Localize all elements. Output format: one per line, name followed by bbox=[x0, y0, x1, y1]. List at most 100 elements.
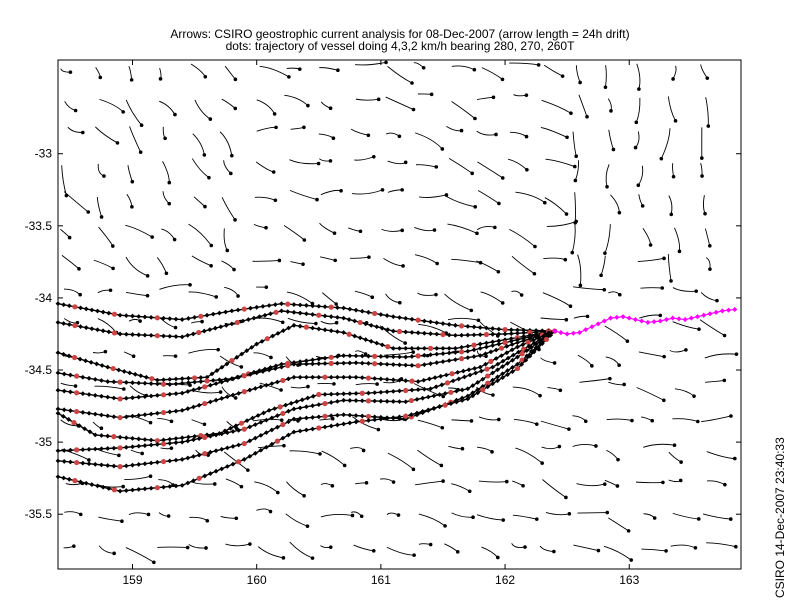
current-arrow bbox=[385, 132, 400, 137]
trajectory-point bbox=[167, 316, 173, 322]
current-arrow bbox=[604, 479, 618, 487]
y-tick-label: -34.5 bbox=[25, 363, 53, 377]
trajectory-point bbox=[434, 345, 440, 351]
trajectory-point bbox=[460, 368, 466, 374]
current-arrow-head bbox=[280, 320, 285, 325]
y-tick-label: -34 bbox=[35, 291, 53, 305]
current-arrow bbox=[477, 446, 493, 453]
current-arrow bbox=[290, 126, 305, 130]
trajectory-day-marker bbox=[160, 458, 167, 465]
trajectory-point bbox=[341, 330, 347, 335]
current-arrow-head bbox=[697, 327, 701, 331]
trajectory-point bbox=[269, 381, 275, 387]
trajectory-point bbox=[279, 361, 284, 367]
trajectory-point bbox=[136, 314, 142, 319]
current-arrow bbox=[540, 126, 568, 138]
current-arrow bbox=[60, 382, 76, 387]
current-arrow-head bbox=[336, 68, 340, 73]
trajectory-point bbox=[204, 312, 210, 318]
trajectory-point bbox=[372, 390, 378, 396]
current-arrow bbox=[543, 257, 566, 261]
current-arrow bbox=[385, 96, 414, 110]
current-arrow bbox=[67, 126, 83, 133]
trajectory-point bbox=[316, 374, 322, 380]
trajectory-point bbox=[341, 315, 347, 321]
current-arrow bbox=[387, 160, 406, 165]
current-arrow-head bbox=[86, 210, 91, 214]
trajectory-point bbox=[303, 374, 309, 380]
trajectory-point bbox=[446, 322, 452, 327]
trajectory-point bbox=[88, 359, 94, 365]
current-arrow bbox=[643, 443, 675, 448]
trajectory-point bbox=[484, 340, 489, 346]
current-arrow bbox=[540, 317, 567, 321]
current-arrow-head bbox=[68, 70, 73, 74]
current-arrow bbox=[221, 260, 235, 270]
trajectory-point bbox=[310, 426, 315, 432]
current-arrow-head bbox=[364, 481, 369, 485]
current-arrow bbox=[706, 480, 726, 486]
current-arrow bbox=[700, 64, 708, 79]
current-arrow-head bbox=[214, 295, 219, 299]
current-arrow bbox=[286, 481, 305, 497]
trajectory-point bbox=[198, 379, 204, 384]
current-arrow bbox=[704, 353, 737, 359]
trajectory-point bbox=[185, 316, 191, 321]
current-arrow bbox=[161, 228, 175, 240]
current-arrow-head bbox=[733, 456, 737, 461]
trajectory-point bbox=[384, 313, 390, 318]
current-arrow bbox=[128, 65, 133, 80]
trajectory-point bbox=[130, 435, 135, 441]
current-arrow bbox=[188, 544, 207, 549]
trajectory-point bbox=[440, 359, 446, 365]
trajectory-day-marker bbox=[234, 319, 240, 326]
current-arrow bbox=[289, 159, 319, 165]
trajectory-day-marker bbox=[236, 459, 242, 465]
current-arrow-head bbox=[435, 261, 439, 266]
trajectory-point bbox=[179, 380, 185, 386]
trajectory-point bbox=[173, 440, 179, 446]
current-arrow bbox=[254, 196, 276, 201]
current-arrow bbox=[573, 286, 605, 291]
trajectory-point bbox=[167, 382, 173, 387]
current-arrow-head bbox=[673, 119, 678, 123]
trajectory-point bbox=[409, 345, 415, 351]
trajectory-day-marker bbox=[409, 378, 415, 384]
current-arrow bbox=[283, 225, 305, 241]
trajectory-point bbox=[403, 345, 409, 351]
trajectory-point bbox=[117, 331, 123, 337]
trajectory-point bbox=[106, 486, 112, 491]
current-arrow bbox=[189, 516, 208, 522]
trajectory-point bbox=[154, 442, 160, 447]
trajectory-point bbox=[409, 387, 415, 393]
current-arrow bbox=[252, 260, 280, 262]
trajectory-point bbox=[390, 415, 396, 421]
current-arrow-head bbox=[723, 482, 727, 487]
side-timestamp: CSIRO 14-Dec-2007 23:40:33 bbox=[773, 437, 787, 598]
trajectory-point bbox=[99, 378, 104, 383]
current-arrow-head bbox=[297, 67, 302, 71]
trajectory-point bbox=[161, 437, 166, 443]
trajectory-point bbox=[415, 387, 421, 393]
current-arrow bbox=[384, 351, 414, 356]
current-arrow-head bbox=[603, 251, 607, 255]
trajectory-day-marker bbox=[485, 380, 491, 386]
trajectory-point bbox=[117, 434, 123, 440]
trajectory-point bbox=[198, 375, 204, 380]
trajectory-point bbox=[66, 476, 72, 482]
trajectory-point bbox=[515, 361, 520, 367]
trajectory-point bbox=[61, 475, 67, 481]
current-arrow-head bbox=[122, 387, 126, 391]
current-arrow bbox=[638, 351, 665, 358]
trajectory-point bbox=[230, 461, 236, 467]
trajectory-point bbox=[274, 413, 280, 419]
x-axis: 159 160 161 162 163 bbox=[122, 60, 640, 587]
trajectory-point bbox=[297, 428, 303, 434]
current-arrow-head bbox=[473, 205, 478, 209]
trajectory-point bbox=[254, 370, 260, 376]
current-arrow-head bbox=[366, 133, 371, 138]
current-arrow bbox=[156, 257, 167, 274]
trajectory-point bbox=[132, 371, 138, 377]
trajectory-point bbox=[316, 361, 322, 367]
current-arrow bbox=[706, 542, 736, 548]
